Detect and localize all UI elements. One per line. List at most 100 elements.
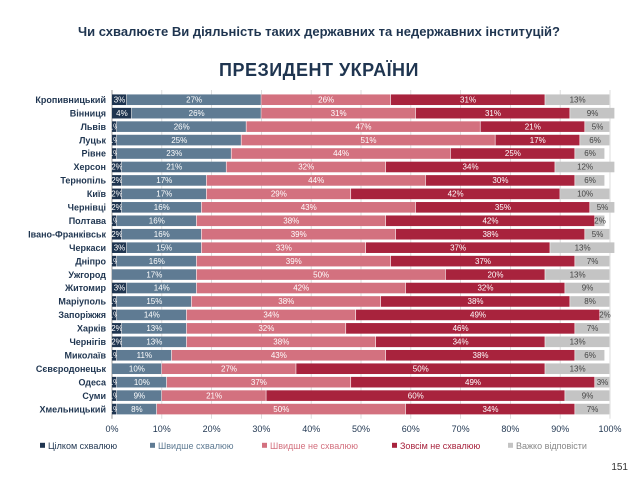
- bar-segment: [351, 376, 595, 388]
- data-label: 25%: [171, 136, 187, 145]
- category-label: Чернівці: [68, 203, 106, 213]
- bar-segment: [116, 134, 241, 146]
- bar-segment: [116, 296, 192, 307]
- bar-segment: [186, 336, 376, 348]
- data-label: 25%: [505, 149, 521, 158]
- bar-segment: [196, 215, 386, 227]
- bar-segment: [545, 94, 610, 106]
- data-label: 1%: [109, 297, 121, 306]
- category-label: Львів: [81, 122, 107, 132]
- bar-segment: [206, 188, 351, 200]
- bar-segment: [116, 148, 231, 159]
- legend-swatch: [392, 442, 397, 448]
- data-label: 13%: [570, 95, 586, 104]
- question-title: Чи схвалюєте Ви діяльність таких державн…: [78, 24, 560, 39]
- bar-segment: [112, 363, 162, 375]
- data-label: 1%: [109, 378, 121, 387]
- data-label: 12%: [577, 163, 593, 172]
- bar-segment: [570, 107, 615, 119]
- data-label: 16%: [149, 257, 165, 266]
- legend-label: Зовсім не схвалюю: [400, 441, 480, 451]
- bar-segment: [112, 94, 127, 106]
- bar-segment: [555, 161, 615, 173]
- bar-segment: [351, 188, 560, 200]
- bar-segment: [112, 296, 117, 307]
- bar-segment: [112, 269, 197, 280]
- x-tick-label: 90%: [551, 424, 569, 434]
- x-tick-label: 0%: [105, 424, 118, 434]
- data-label: 16%: [154, 230, 170, 239]
- data-label: 21%: [166, 163, 182, 172]
- data-label: 13%: [146, 338, 162, 347]
- data-label: 32%: [298, 163, 314, 172]
- category-label: Дніпро: [75, 256, 106, 266]
- bar-segment: [121, 175, 207, 186]
- bar-segment: [480, 121, 585, 132]
- data-label: 47%: [355, 122, 371, 131]
- bar-segment: [116, 349, 172, 361]
- bar-segment: [126, 282, 197, 294]
- category-label: Київ: [87, 189, 107, 199]
- category-label: Суми: [82, 391, 106, 401]
- page-number: 151: [611, 462, 628, 473]
- data-label: 17%: [146, 270, 162, 279]
- data-label: 13%: [146, 324, 162, 333]
- bar-segment: [425, 175, 575, 186]
- data-label: 11%: [137, 351, 152, 360]
- data-label: 38%: [473, 351, 489, 360]
- bar-segment: [121, 336, 187, 348]
- data-label: 35%: [495, 203, 511, 212]
- data-label: 26%: [318, 95, 334, 104]
- data-label: 2%: [111, 338, 123, 347]
- data-label: 43%: [271, 351, 287, 360]
- data-label: 9%: [582, 284, 594, 293]
- category-label: Вінниця: [70, 108, 106, 118]
- data-label: 1%: [109, 257, 121, 266]
- bar-segment: [495, 134, 580, 146]
- bar-segment: [186, 309, 356, 321]
- bar-segment: [112, 228, 122, 240]
- data-label: 37%: [475, 257, 491, 266]
- bar-segment: [112, 215, 117, 227]
- bar-segment: [585, 228, 610, 240]
- bar-segment: [365, 242, 550, 253]
- x-tick-label: 10%: [153, 424, 171, 434]
- data-label: 2%: [111, 163, 123, 172]
- data-label: 9%: [582, 391, 594, 400]
- category-label: Луцьк: [79, 135, 106, 145]
- bar-segment: [112, 148, 117, 159]
- bar-segment: [266, 390, 565, 401]
- category-label: Черкаси: [69, 243, 106, 253]
- data-label: 42%: [448, 190, 464, 199]
- bar-segment: [112, 107, 132, 119]
- data-label: 13%: [570, 338, 586, 347]
- bar-segment: [385, 349, 575, 361]
- data-label: 17%: [156, 190, 172, 199]
- data-label: 7%: [587, 405, 599, 414]
- bar-segment: [380, 296, 570, 307]
- bar-segment: [570, 296, 610, 307]
- bar-segment: [116, 390, 162, 401]
- category-label: Житомир: [64, 283, 107, 293]
- bar-segment: [201, 202, 416, 213]
- bar-segment: [121, 202, 202, 213]
- category-label: Сєвєродонецьк: [36, 364, 107, 374]
- x-tick-label: 20%: [203, 424, 221, 434]
- data-label: 50%: [313, 270, 329, 279]
- data-label: 5%: [597, 203, 609, 212]
- data-label: 51%: [360, 136, 376, 145]
- bar-segment: [112, 390, 117, 401]
- legend-label: Швидше схвалюю: [158, 441, 234, 451]
- data-label: 8%: [584, 297, 596, 306]
- bar-segment: [226, 161, 386, 173]
- category-label: Ужгород: [68, 270, 106, 280]
- data-label: 9%: [134, 391, 146, 400]
- data-label: 7%: [587, 324, 599, 333]
- bar-segment: [112, 376, 117, 388]
- data-label: 26%: [189, 109, 205, 118]
- bar-segment: [161, 363, 296, 375]
- bar-segment: [390, 94, 545, 106]
- data-label: 33%: [276, 243, 292, 252]
- bar-segment: [390, 255, 575, 267]
